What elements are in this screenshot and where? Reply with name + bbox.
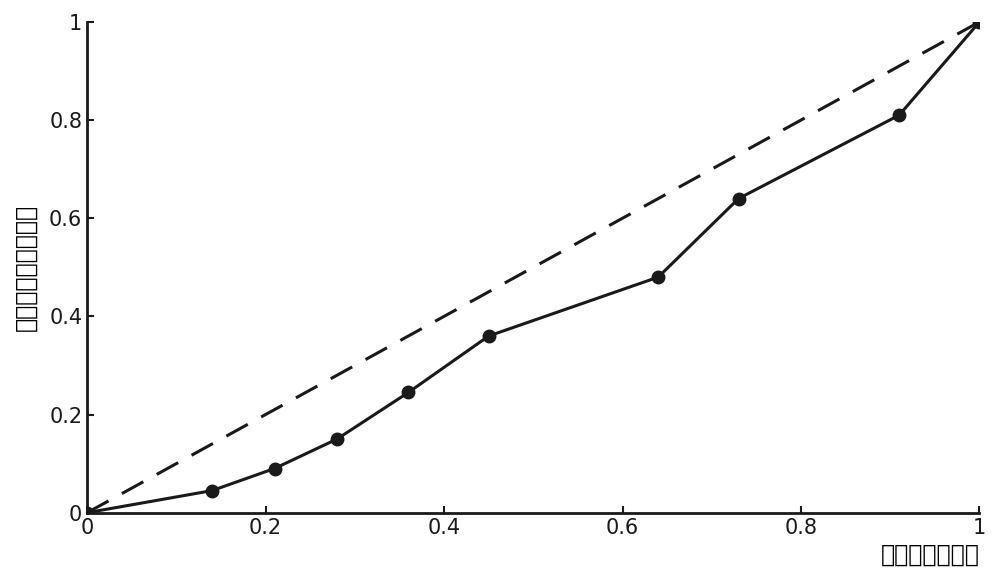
X-axis label: 人口累计百分比: 人口累计百分比 <box>881 543 979 567</box>
Y-axis label: 水资源量累计百分比: 水资源量累计百分比 <box>14 204 38 331</box>
